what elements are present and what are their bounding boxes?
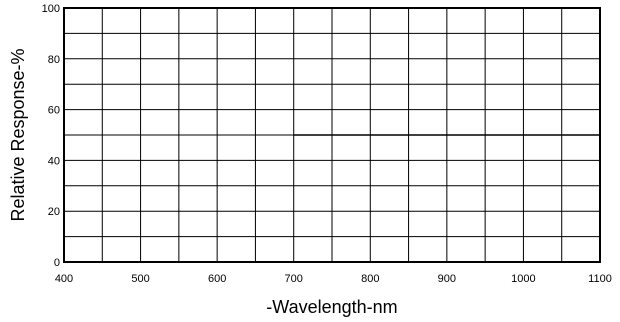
y-axis-title: Relative Response-% (8, 48, 28, 221)
x-tick-label: 900 (438, 273, 456, 285)
x-tick-label: 500 (131, 273, 149, 285)
plot-frame (63, 7, 601, 263)
x-axis-title: -Wavelength-nm (266, 297, 397, 317)
x-tick-label: 800 (361, 273, 379, 285)
x-tick-label: 1000 (511, 273, 535, 285)
x-tick-label: 600 (208, 273, 226, 285)
y-tick-label: 20 (48, 206, 60, 218)
y-tick-labels: 0 20 40 60 80 100 (42, 3, 60, 269)
y-tick-label: 0 (54, 257, 60, 269)
y-tick-label: 60 (48, 105, 60, 117)
x-tick-label: 700 (285, 273, 303, 285)
x-tick-label: 1100 (588, 273, 612, 285)
x-tick-label: 400 (55, 273, 73, 285)
x-tick-labels: 400 500 600 700 800 900 1000 1100 (55, 273, 612, 285)
y-tick-label: 100 (42, 3, 60, 15)
y-tick-label: 80 (48, 54, 60, 66)
y-tick-label: 40 (48, 155, 60, 167)
